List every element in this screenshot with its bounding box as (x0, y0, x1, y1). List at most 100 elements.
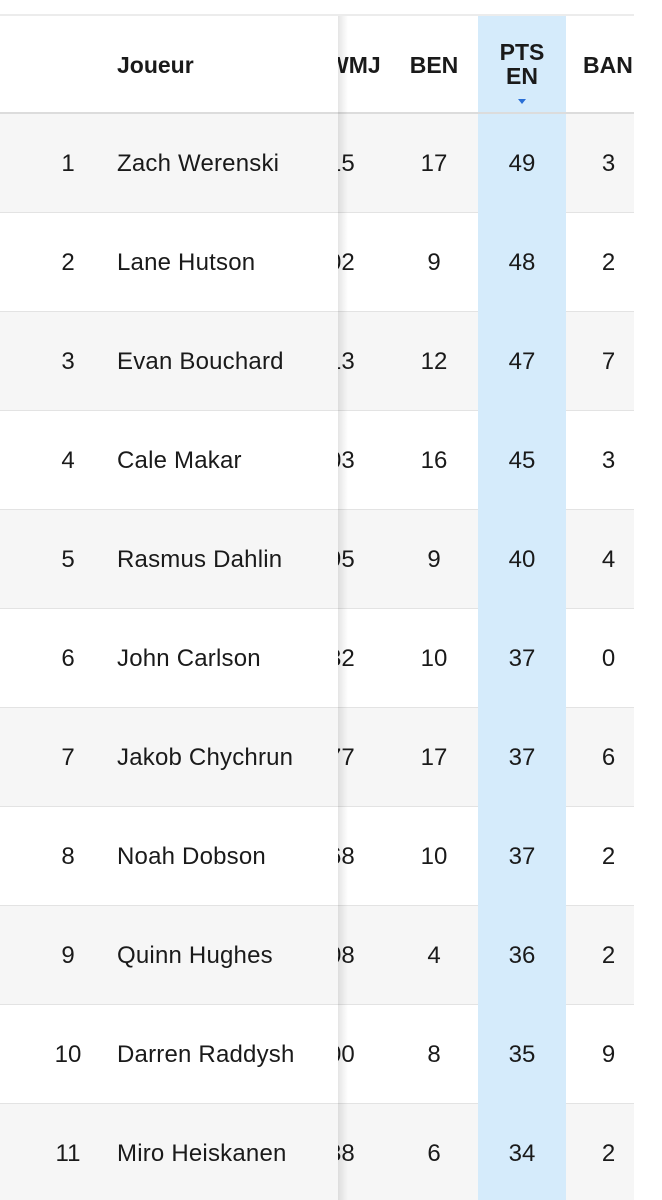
sort-down-icon (518, 99, 526, 104)
frozen-panel (0, 114, 338, 213)
pts-cell: 37 (508, 644, 536, 672)
row-divider (0, 311, 634, 312)
table-top-border (0, 14, 634, 16)
rank-cell: 9 (61, 941, 75, 969)
player-name-link[interactable]: Noah Dobson (117, 842, 266, 870)
ben-cell: 9 (427, 545, 441, 573)
ban-cell: 6 (601, 743, 616, 771)
ben-cell: 9 (427, 248, 441, 276)
rank-cell: 2 (61, 248, 75, 276)
frozen-column-shadow (338, 16, 348, 1200)
player-name-link[interactable]: Evan Bouchard (117, 347, 284, 375)
rank-cell: 10 (54, 1040, 82, 1068)
frozen-panel (0, 213, 338, 312)
ban-cell: 7 (601, 347, 616, 375)
header-wmj-label: WMJ (338, 52, 381, 78)
header-joueur[interactable]: Joueur (117, 52, 194, 78)
player-name-link[interactable]: Miro Heiskanen (117, 1139, 287, 1167)
rank-cell: 5 (61, 545, 75, 573)
ben-cell: 4 (427, 941, 441, 969)
frozen-panel (0, 906, 338, 1005)
pts-cell: 34 (508, 1139, 536, 1167)
row-divider (0, 608, 634, 609)
wmj-cell-text: 00 (338, 1041, 355, 1069)
wmj-cell: 38 (338, 1104, 384, 1200)
wmj-cell: 15 (338, 114, 384, 213)
player-name-link[interactable]: Cale Makar (117, 446, 242, 474)
header-pts-line2: EN (506, 63, 538, 89)
wmj-cell: 95 (338, 510, 384, 609)
sorted-column-highlight (478, 16, 566, 1200)
row-divider (0, 212, 634, 213)
rank-cell: 6 (61, 644, 75, 672)
ban-cell: 4 (601, 545, 616, 573)
ben-cell: 17 (420, 743, 448, 771)
wmj-cell-text: 32 (338, 645, 355, 673)
player-name-link[interactable]: Lane Hutson (117, 248, 256, 276)
ban-cell: 9 (601, 1040, 616, 1068)
rank-cell: 4 (61, 446, 75, 474)
ben-cell: 8 (427, 1040, 441, 1068)
rank-cell: 8 (61, 842, 75, 870)
frozen-panel (0, 411, 338, 510)
wmj-cell: 00 (338, 1005, 384, 1104)
row-divider (0, 1103, 634, 1104)
pts-cell: 36 (508, 941, 536, 969)
wmj-cell-text: 77 (338, 744, 355, 772)
ban-cell: 3 (601, 446, 616, 474)
player-name-link[interactable]: Rasmus Dahlin (117, 545, 283, 573)
ben-cell: 10 (420, 842, 448, 870)
row-divider (0, 410, 634, 411)
pts-cell: 47 (508, 347, 536, 375)
wmj-cell: 32 (338, 609, 384, 708)
wmj-cell-text: 02 (338, 249, 355, 277)
header-ban[interactable]: BAN (583, 52, 634, 79)
table-header: Joueur WMJ BEN PTS EN BAN (0, 16, 662, 113)
frozen-panel (0, 609, 338, 708)
header-pts-line1: PTS (499, 39, 545, 65)
player-name-link[interactable]: John Carlson (117, 644, 261, 672)
row-divider (0, 1004, 634, 1005)
header-divider (0, 112, 634, 114)
frozen-panel (0, 807, 338, 906)
wmj-cell: 02 (338, 213, 384, 312)
row-divider (0, 707, 634, 708)
pts-cell: 48 (508, 248, 536, 276)
pts-cell: 40 (508, 545, 536, 573)
player-name-link[interactable]: Darren Raddysh (117, 1040, 295, 1068)
frozen-panel (0, 1104, 338, 1200)
wmj-cell: 08 (338, 906, 384, 1005)
frozen-panel (0, 708, 338, 807)
frozen-panel (0, 312, 338, 411)
frozen-panel (0, 1005, 338, 1104)
row-divider (0, 905, 634, 906)
row-divider (0, 509, 634, 510)
ban-cell: 2 (601, 842, 616, 870)
ban-cell: 2 (601, 248, 616, 276)
row-divider (0, 806, 634, 807)
header-ban-label: BAN (583, 52, 633, 78)
header-wmj[interactable]: WMJ (338, 52, 384, 79)
pts-cell: 37 (508, 743, 536, 771)
wmj-cell-text: 38 (338, 1140, 355, 1168)
ben-cell: 10 (420, 644, 448, 672)
wmj-cell: 68 (338, 807, 384, 906)
header-pts-en[interactable]: PTS EN (478, 16, 566, 112)
player-name-link[interactable]: Zach Werenski (117, 149, 280, 177)
pts-cell: 35 (508, 1040, 536, 1068)
player-name-link[interactable]: Jakob Chychrun (117, 743, 294, 771)
header-ben[interactable]: BEN (409, 52, 459, 78)
player-name-link[interactable]: Quinn Hughes (117, 941, 273, 969)
ban-cell: 2 (601, 941, 616, 969)
rank-cell: 11 (55, 1139, 81, 1167)
ban-cell: 3 (601, 149, 616, 177)
wmj-cell: 77 (338, 708, 384, 807)
ben-cell: 12 (420, 347, 448, 375)
rank-cell: 3 (61, 347, 75, 375)
ben-cell: 16 (420, 446, 448, 474)
rank-cell: 7 (61, 743, 75, 771)
rank-cell: 1 (61, 149, 75, 177)
wmj-cell-text: 68 (338, 843, 355, 871)
pts-cell: 37 (508, 842, 536, 870)
